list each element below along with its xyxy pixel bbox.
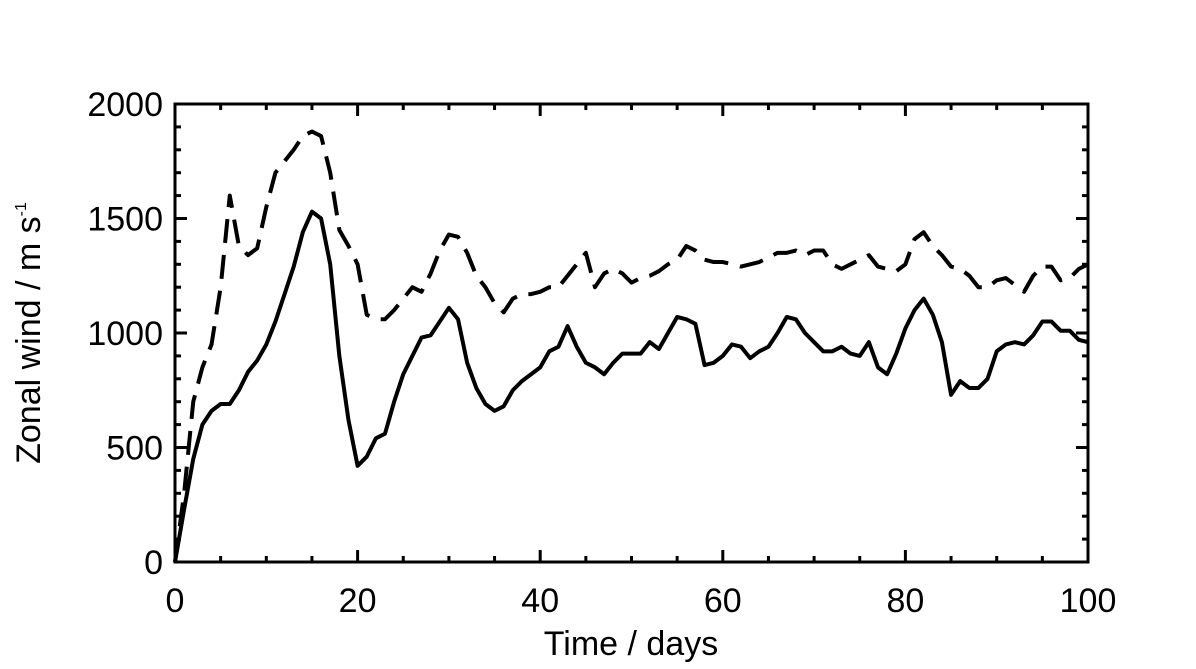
- x-tick-label: 0: [166, 582, 185, 620]
- plot-frame: [173, 102, 1090, 564]
- data-line: [173, 129, 1089, 563]
- x-tick-label: 60: [704, 582, 742, 620]
- x-axis-label: Time / days: [544, 625, 718, 663]
- y-axis-label: Zonal wind / m s-1: [10, 202, 48, 464]
- y-tick-label: 500: [106, 430, 163, 468]
- y-tick-label: 0: [144, 544, 163, 582]
- y-tick-label: 1000: [87, 315, 163, 353]
- x-tick-label: 40: [521, 582, 559, 620]
- y-tick-label: 1500: [87, 201, 163, 239]
- x-tick-label: 80: [886, 582, 924, 620]
- y-axis-label-text: Zonal wind / m s: [10, 216, 48, 464]
- x-tick-label: 100: [1060, 582, 1117, 620]
- y-axis-label-superscript: -1: [13, 202, 30, 216]
- x-tick-label: 20: [339, 582, 377, 620]
- y-tick-label: 2000: [87, 86, 163, 124]
- data-line: [173, 209, 1089, 563]
